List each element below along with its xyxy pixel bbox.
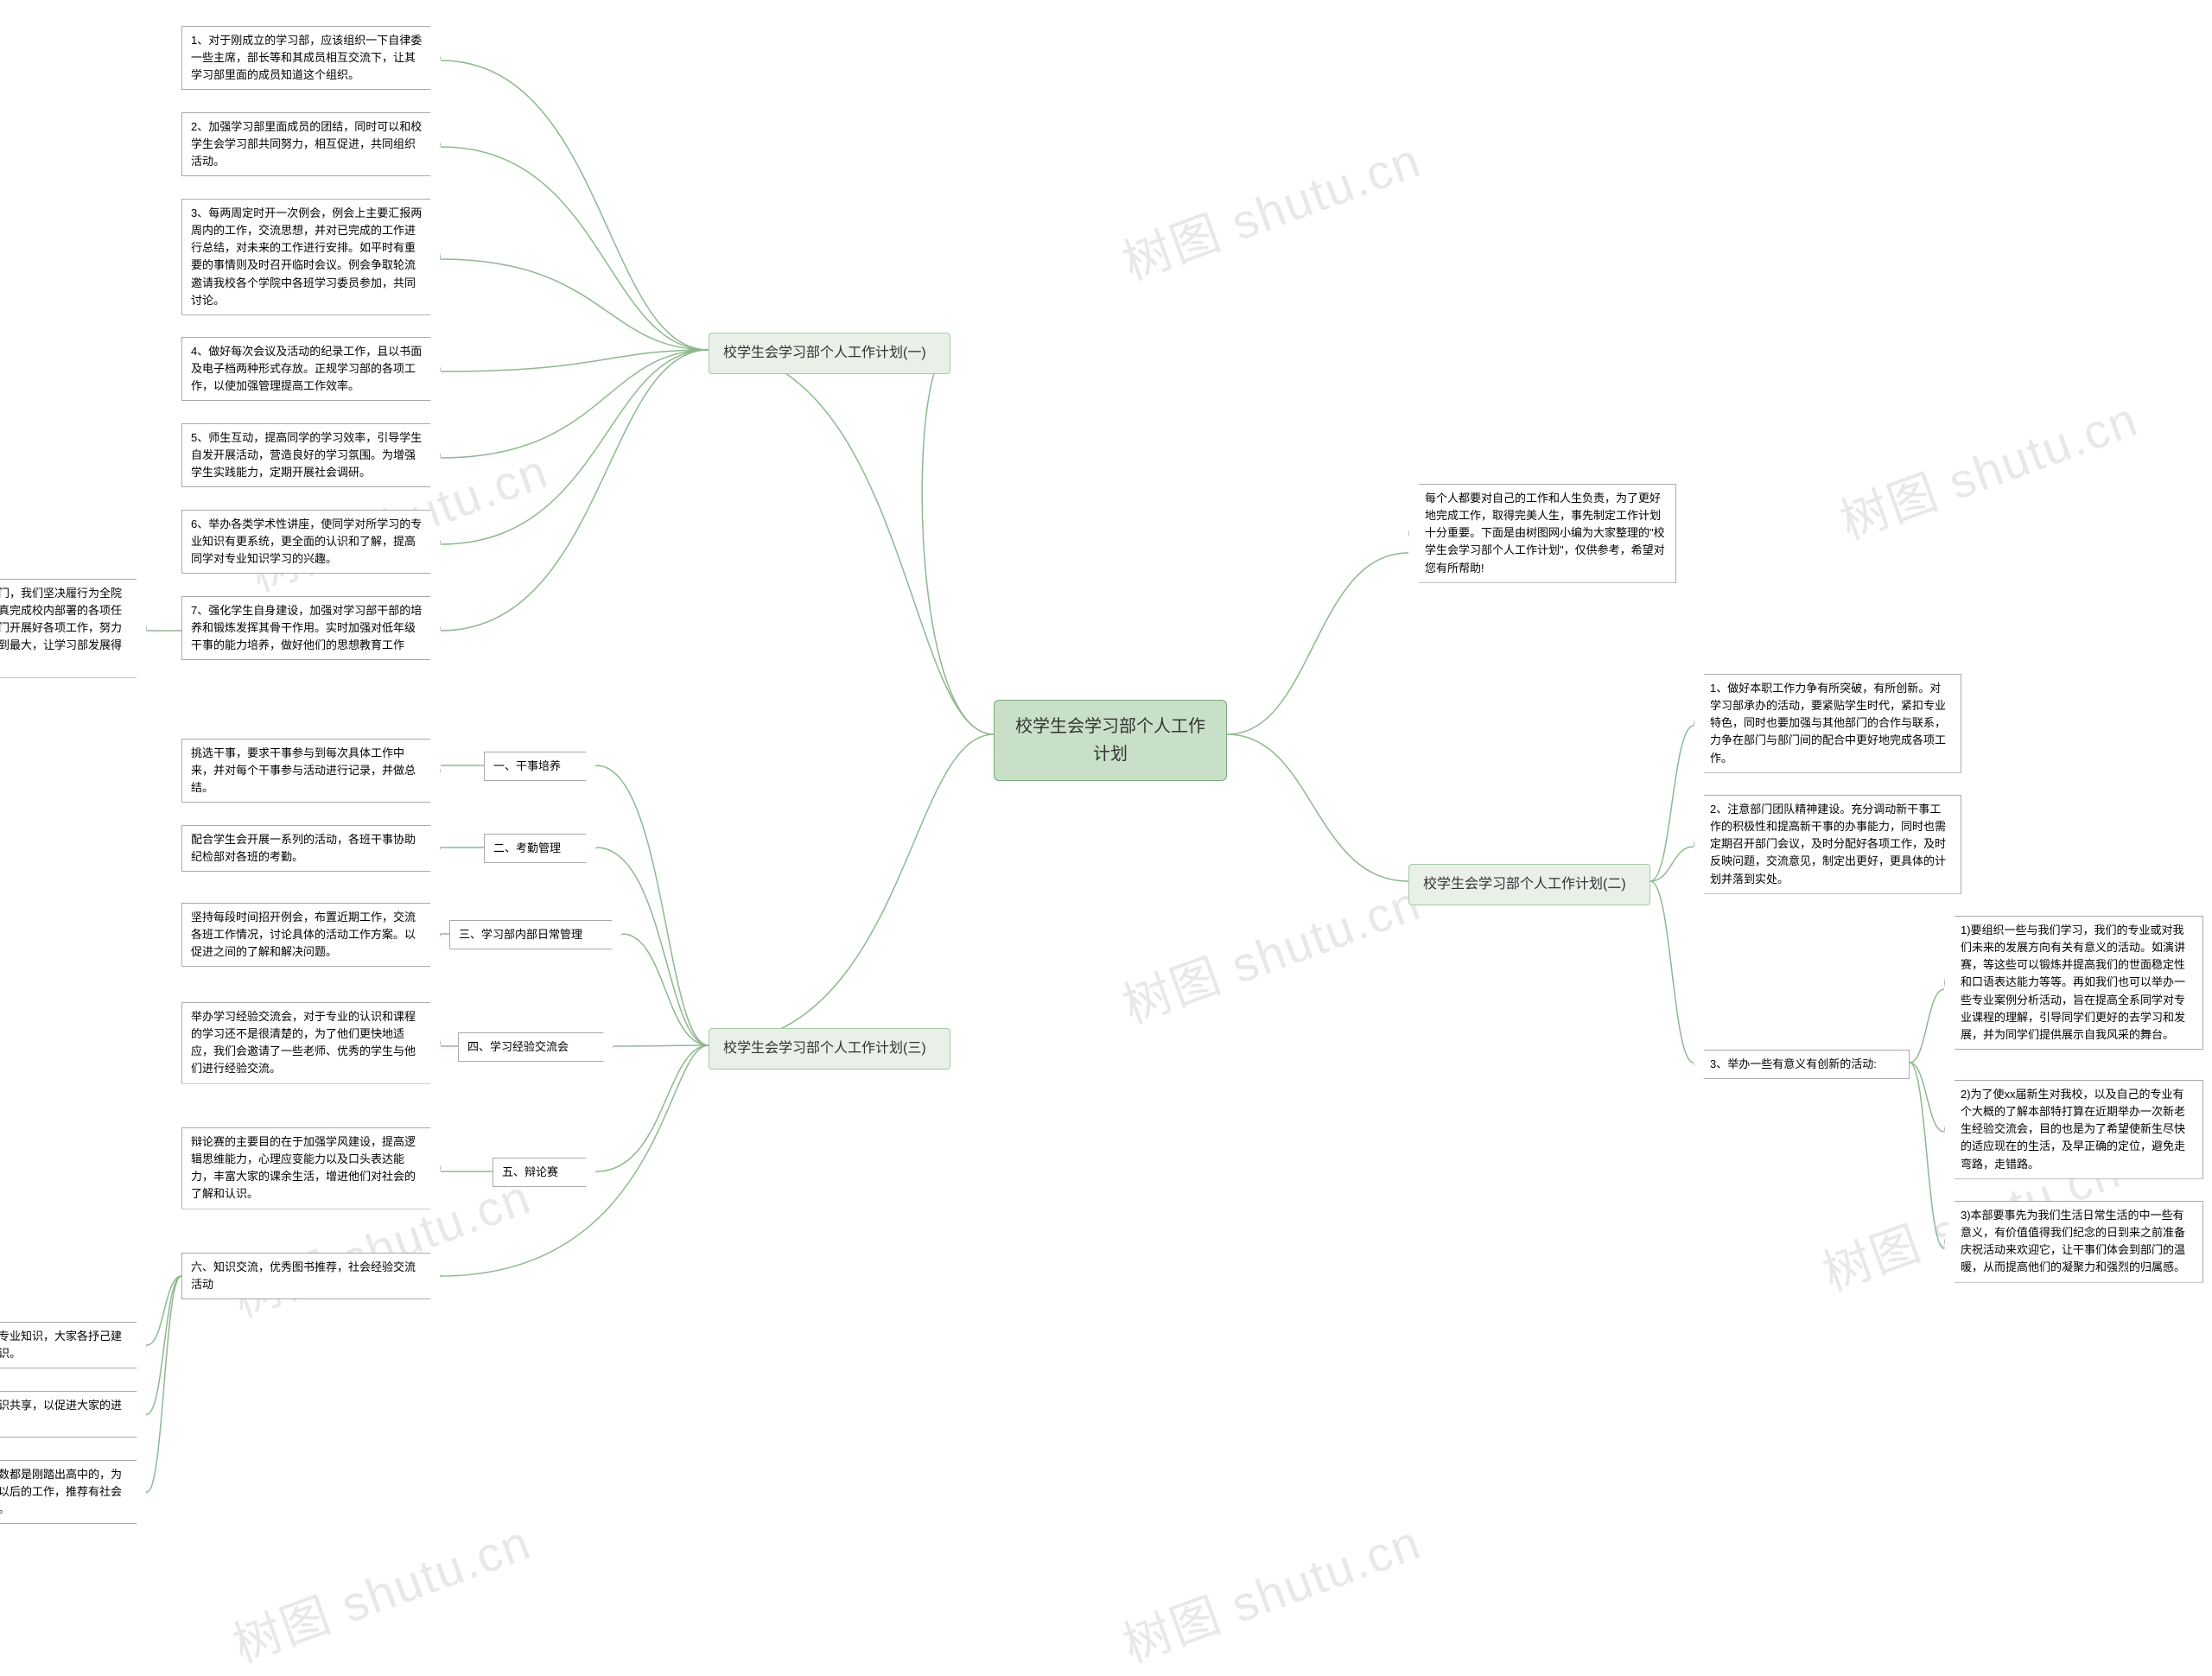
root-title-l2: 计划 [1014, 740, 1207, 768]
plan3-item-label[interactable]: 五、辩论赛 [493, 1158, 596, 1187]
watermark: 树图 shutu.cn [222, 1504, 539, 1676]
watermark: 树图 shutu.cn [1112, 122, 1429, 295]
plan3-item-child[interactable]: 举办学习经验交流会，对于专业的认识和课程的学习还不是很清楚的，为了他们更快地适应… [181, 1002, 441, 1084]
plan3-item-child[interactable]: 配合学生会开展一系列的活动，各班干事协助纪检部对各班的考勤。 [181, 825, 441, 872]
plan2-sub3-label: 3、举办一些有意义有创新的活动: [1710, 1057, 1877, 1070]
plan1-item7-label: 7、强化学生自身建设，加强对学习部干部的培养和锻炼发挥其骨干作用。实时加强对低年… [191, 604, 422, 651]
plan1-item[interactable]: 3、每两周定时开一次例会，例会上主要汇报两周内的工作，交流思想，并对已完成的工作… [181, 199, 441, 315]
plan1-item[interactable]: 5、师生互动，提高同学的学习效率，引导学生自发开展活动，营造良好的学习氛围。为增… [181, 423, 441, 487]
plan1-branch[interactable]: 校学生会学习部个人工作计划(一) [709, 333, 950, 374]
intro-text: 每个人都要对自己的工作和人生负责，为了更好地完成工作，取得完美人生，事先制定工作… [1425, 492, 1665, 575]
plan3-item6-node[interactable]: 六、知识交流，优秀图书推荐，社会经验交流活动 [181, 1253, 441, 1299]
watermark: 树图 shutu.cn [1112, 865, 1429, 1038]
plan3-branch[interactable]: 校学生会学习部个人工作计划(三) [709, 1028, 950, 1070]
plan2-item[interactable]: 2、注意部门团队精神建设。充分调动新干事工作的积极性和提高新干事的办事能力，同时… [1694, 795, 1961, 894]
root-node[interactable]: 校学生会学习部个人工作 计划 [994, 700, 1227, 781]
plan2-sub3-item[interactable]: 1)要组织一些与我们学习，我们的专业或对我们未来的发展方向有关有意义的活动。如演… [1944, 916, 2203, 1050]
plan3-item-child[interactable]: 挑选干事，要求干事参与到每次具体工作中来，并对每个干事参与活动进行记录，并做总结… [181, 739, 441, 803]
plan3-item-child[interactable]: 坚持每段时间招开例会，布置近期工作，交流各班工作情况，讨论具体的活动工作方案。以… [181, 903, 441, 967]
plan2-sub3-item[interactable]: 3)本部要事先为我们生活日常生活的中一些有意义，有价值值得我们纪念的日到来之前准… [1944, 1201, 2203, 1283]
plan2-item[interactable]: 1、做好本职工作力争有所突破，有所创新。对学习部承办的活动，要紧贴学生时代，紧扣… [1694, 674, 1961, 773]
plan1-item7-child-node[interactable]: 学习部是一个重要部门，我们坚决履行为全院学生服务的宗旨，认真完成校内部署的各项任… [0, 579, 147, 678]
plan3-item-label[interactable]: 三、学习部内部日常管理 [449, 920, 622, 949]
plan2-label: 校学生会学习部个人工作计划(二) [1423, 877, 1626, 892]
plan1-label: 校学生会学习部个人工作计划(一) [723, 346, 926, 360]
watermark: 树图 shutu.cn [1829, 381, 2146, 554]
plan1-item[interactable]: 6、举办各类学术性讲座，使同学对所学习的专业知识有更系统，更全面的认识和了解，提… [181, 510, 441, 574]
plan1-item[interactable]: 2、加强学习部里面成员的团结，同时可以和校学生会学习部共同努力，相互促进，共同组… [181, 112, 441, 176]
plan2-sub3-node[interactable]: 3、举办一些有意义有创新的活动: [1694, 1050, 1910, 1079]
plan3-item-child[interactable]: 辩论赛的主要目的在于加强学风建设，提高逻辑思维能力，心理应变能力以及口头表达能力… [181, 1127, 441, 1209]
plan3-item6-child[interactable]: 社会经验交流，大多数都是刚踏出高中的，为促进大家适应社会和以后的工作，推荐有社会… [0, 1460, 147, 1524]
plan1-item[interactable]: 1、对于刚成立的学习部，应该组织一下自律委一些主席，部长等和其成员相互交流下，让… [181, 26, 441, 90]
plan2-sub3-item[interactable]: 2)为了使xx届新生对我校，以及自己的专业有个大概的了解本部特打算在近期举办一次… [1944, 1080, 2203, 1179]
plan3-item-label[interactable]: 一、干事培养 [484, 752, 596, 781]
plan1-item7-node[interactable]: 7、强化学生自身建设，加强对学习部干部的培养和锻炼发挥其骨干作用。实时加强对低年… [181, 596, 441, 660]
plan1-item7-child-text: 学习部是一个重要部门，我们坚决履行为全院学生服务的宗旨，认真完成校内部署的各项任… [0, 587, 122, 670]
plan3-item6-label: 六、知识交流，优秀图书推荐，社会经验交流活动 [191, 1260, 416, 1291]
plan3-item-label[interactable]: 四、学习经验交流会 [458, 1032, 613, 1062]
root-title-l1: 校学生会学习部个人工作 [1014, 713, 1207, 740]
plan2-branch[interactable]: 校学生会学习部个人工作计划(二) [1408, 864, 1650, 905]
plan3-item-label[interactable]: 二、考勤管理 [484, 834, 596, 863]
plan1-item[interactable]: 4、做好每次会议及活动的纪录工作，且以书面及电子档两种形式存放。正规学习部的各项… [181, 337, 441, 401]
plan3-label: 校学生会学习部个人工作计划(三) [723, 1041, 926, 1056]
plan3-item6-child[interactable]: 知识交流活动，关于专业知识，大家各抒己建谈谈各自的看法和认识。 [0, 1322, 147, 1368]
plan3-item6-child[interactable]: 推荐优秀的图书，知识共享，以促进大家的进步。 [0, 1391, 147, 1438]
intro-node[interactable]: 每个人都要对自己的工作和人生负责，为了更好地完成工作，取得完美人生，事先制定工作… [1408, 484, 1676, 583]
watermark: 树图 shutu.cn [1112, 1504, 1429, 1676]
